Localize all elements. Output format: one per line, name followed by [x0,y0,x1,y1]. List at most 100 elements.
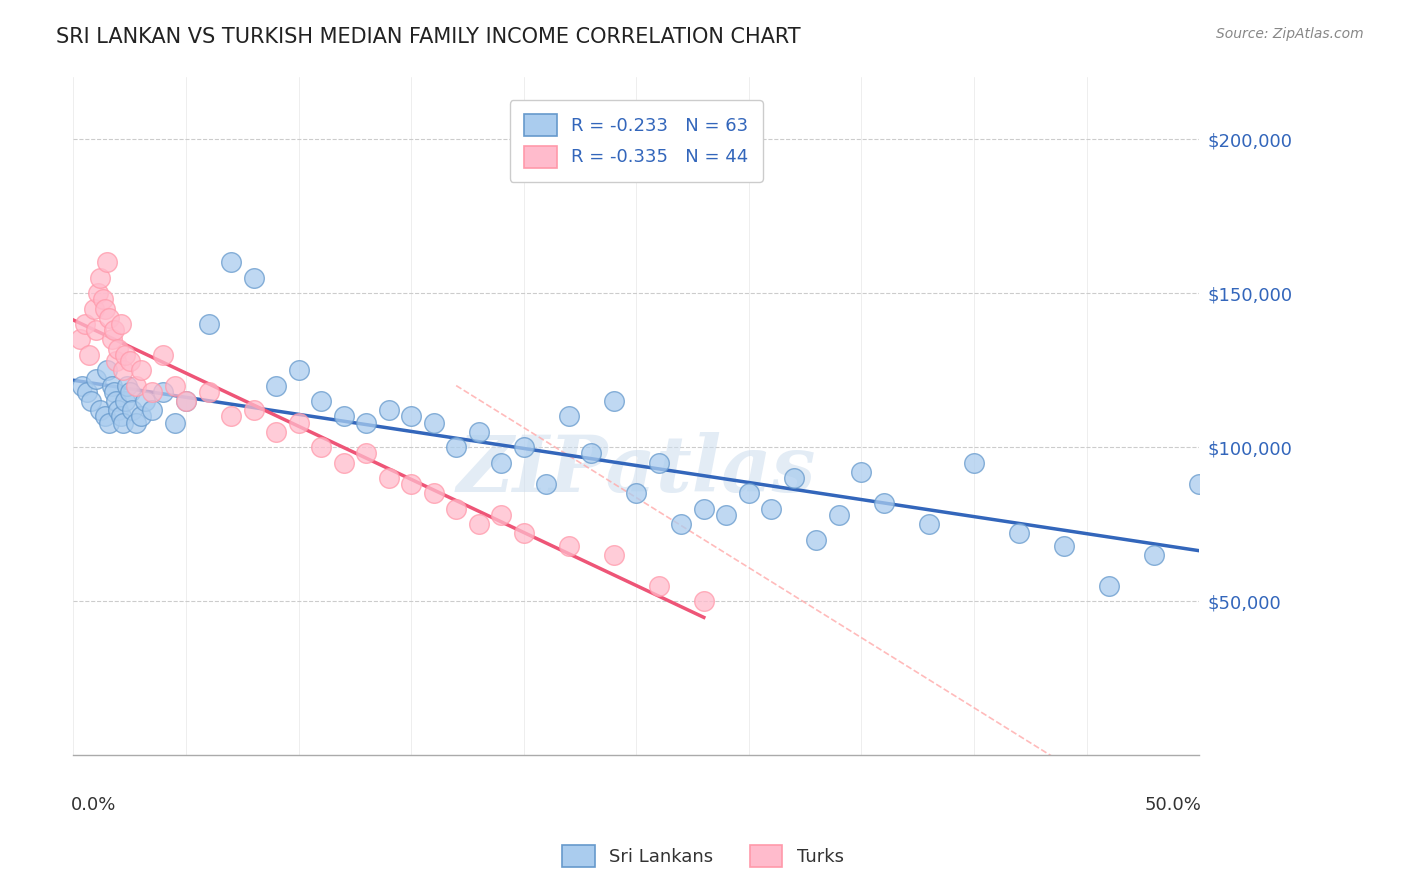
Text: ZIPatlas: ZIPatlas [457,433,815,508]
Point [89,403,111,417]
Text: 50.0%: 50.0% [1144,796,1201,814]
Point [174,394,197,409]
Point [693,594,716,608]
Point [693,501,716,516]
Point [94,301,117,316]
Legend: Sri Lankans, Turks: Sri Lankans, Turks [555,838,851,874]
Point [114,348,136,362]
Point [107,342,129,356]
Point [309,394,332,409]
Point [738,486,761,500]
Point [783,471,806,485]
Point [489,508,512,522]
Point [77,348,100,362]
Point [242,403,264,417]
Point [129,409,152,424]
Point [129,363,152,377]
Point [141,384,163,399]
Point [96,255,118,269]
Point [918,517,941,532]
Point [581,446,603,460]
Point [197,317,219,331]
Point [98,416,121,430]
Point [761,501,783,516]
Point [399,477,422,491]
Point [309,440,332,454]
Point [105,354,128,368]
Point [626,486,648,500]
Point [125,378,148,392]
Point [873,496,896,510]
Point [163,378,186,392]
Point [1188,477,1211,491]
Point [84,323,107,337]
Point [806,533,828,547]
Point [141,403,163,417]
Point [94,409,117,424]
Point [100,378,122,392]
Point [1053,539,1076,553]
Point [76,384,98,399]
Point [851,465,873,479]
Point [1143,548,1166,562]
Point [354,416,377,430]
Point [1098,579,1121,593]
Point [89,270,111,285]
Point [125,416,148,430]
Point [467,517,489,532]
Point [96,363,118,377]
Point [264,425,287,439]
Point [152,348,174,362]
Point [287,416,309,430]
Point [467,425,489,439]
Legend: R = -0.233   N = 63, R = -0.335   N = 44: R = -0.233 N = 63, R = -0.335 N = 44 [510,100,763,182]
Text: 0.0%: 0.0% [72,796,117,814]
Point [264,378,287,392]
Point [287,363,309,377]
Point [603,394,626,409]
Point [444,501,467,516]
Point [111,416,134,430]
Point [963,456,986,470]
Point [489,456,512,470]
Point [332,456,354,470]
Point [399,409,422,424]
Point [107,403,129,417]
Point [377,403,399,417]
Point [558,539,581,553]
Point [111,363,134,377]
Point [118,384,141,399]
Point [671,517,693,532]
Point [91,293,114,307]
Point [103,323,125,337]
Point [422,486,444,500]
Point [117,378,139,392]
Point [105,394,128,409]
Point [648,456,671,470]
Point [1008,526,1031,541]
Point [152,384,174,399]
Point [100,332,122,346]
Point [219,409,242,424]
Point [121,403,143,417]
Point [219,255,242,269]
Point [118,354,141,368]
Point [828,508,851,522]
Point [197,384,219,399]
Point [73,317,96,331]
Point [84,372,107,386]
Point [242,270,264,285]
Point [110,409,132,424]
Point [422,416,444,430]
Point [72,378,94,392]
Point [377,471,399,485]
Point [716,508,738,522]
Point [534,477,557,491]
Point [103,384,125,399]
Point [174,394,197,409]
Point [69,332,91,346]
Point [83,301,105,316]
Point [512,526,534,541]
Point [332,409,354,424]
Point [648,579,671,593]
